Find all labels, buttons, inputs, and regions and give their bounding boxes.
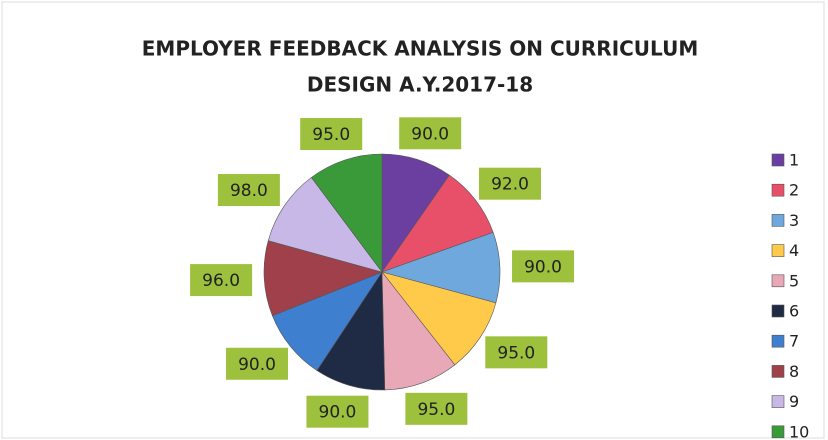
data-label: 90.0 bbox=[524, 257, 562, 277]
data-label: 90.0 bbox=[319, 403, 357, 423]
legend-swatch bbox=[771, 334, 785, 348]
label-box bbox=[226, 347, 289, 380]
legend-label: 6 bbox=[789, 302, 799, 321]
legend-label: 5 bbox=[789, 271, 799, 290]
data-label: 95.0 bbox=[417, 400, 455, 420]
label-box bbox=[217, 174, 280, 207]
pie-slice bbox=[267, 177, 383, 273]
label-box bbox=[190, 264, 253, 297]
label-box bbox=[306, 395, 369, 428]
data-label: 90.0 bbox=[238, 355, 276, 375]
legend-swatch bbox=[771, 183, 785, 197]
data-label: 95.0 bbox=[497, 343, 535, 363]
legend-swatch bbox=[771, 153, 785, 167]
label-box bbox=[300, 118, 363, 151]
data-label: 98.0 bbox=[230, 181, 268, 201]
legend-swatch bbox=[771, 304, 785, 318]
legend-label: 2 bbox=[789, 181, 799, 200]
pie-slice bbox=[381, 271, 497, 366]
label-box bbox=[399, 117, 462, 150]
legend-swatch bbox=[771, 365, 785, 378]
data-label: 90.0 bbox=[411, 124, 449, 144]
legend-swatch bbox=[771, 395, 785, 408]
label-box bbox=[479, 167, 542, 200]
legend-label: 4 bbox=[789, 241, 799, 260]
pie-slice bbox=[381, 174, 494, 273]
label-box bbox=[512, 250, 575, 283]
legend-label: 3 bbox=[789, 211, 799, 230]
data-label: 95.0 bbox=[312, 125, 350, 145]
legend-swatch bbox=[771, 274, 785, 288]
label-box bbox=[405, 392, 468, 425]
pie-slice bbox=[311, 153, 383, 273]
pie-slice bbox=[263, 240, 383, 317]
data-label: 96.0 bbox=[202, 271, 240, 291]
pie-slice bbox=[381, 271, 456, 391]
legend-label: 9 bbox=[789, 392, 799, 411]
legend-label: 8 bbox=[789, 362, 799, 381]
chart-title: EMPLOYER FEEDBACK ANALYSIS ON CURRICULUM bbox=[142, 37, 698, 61]
legend-label: 7 bbox=[789, 332, 799, 351]
chart-title: DESIGN A.Y.2017-18 bbox=[307, 73, 533, 97]
legend-label: 10 bbox=[789, 422, 809, 440]
label-box bbox=[485, 336, 548, 369]
legend-label: 1 bbox=[789, 151, 799, 170]
legend-swatch bbox=[771, 244, 785, 257]
data-label: 92.0 bbox=[491, 175, 529, 195]
legend-swatch bbox=[771, 425, 785, 439]
legend-swatch bbox=[771, 214, 785, 227]
